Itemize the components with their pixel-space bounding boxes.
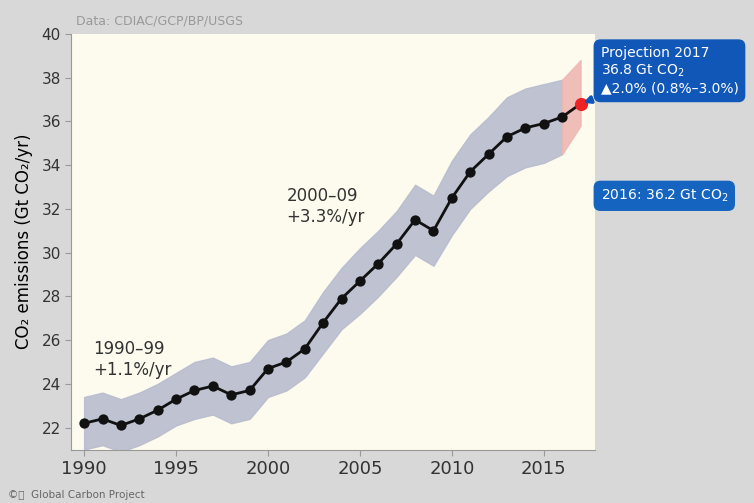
- Point: [446, 194, 458, 202]
- Text: ©ⓘ  Global Carbon Project: ©ⓘ Global Carbon Project: [8, 490, 144, 500]
- Point: [115, 422, 127, 430]
- Point: [244, 386, 256, 394]
- Point: [501, 133, 513, 141]
- Point: [225, 391, 238, 399]
- Point: [483, 150, 495, 158]
- Text: Data: CDIAC/GCP/BP/USGS: Data: CDIAC/GCP/BP/USGS: [76, 15, 244, 28]
- Point: [372, 260, 385, 268]
- Point: [317, 318, 329, 326]
- Point: [78, 419, 90, 427]
- Point: [133, 415, 146, 423]
- Point: [262, 365, 274, 373]
- Point: [409, 216, 421, 224]
- Point: [354, 277, 366, 285]
- Point: [336, 295, 348, 303]
- Point: [152, 406, 164, 414]
- Point: [170, 395, 182, 403]
- Point: [520, 124, 532, 132]
- Text: 2000–09
+3.3%/yr: 2000–09 +3.3%/yr: [287, 187, 365, 226]
- Point: [575, 100, 587, 108]
- Point: [556, 113, 569, 121]
- Text: 2016: 36.2 Gt CO$_2$: 2016: 36.2 Gt CO$_2$: [600, 188, 728, 204]
- Point: [97, 415, 109, 423]
- Point: [538, 120, 550, 128]
- Point: [428, 227, 440, 235]
- Point: [391, 240, 403, 248]
- Point: [299, 345, 311, 353]
- Text: Projection 2017
36.8 Gt CO$_2$
▲2.0% (0.8%–3.0%): Projection 2017 36.8 Gt CO$_2$ ▲2.0% (0.…: [587, 46, 738, 102]
- Y-axis label: CO₂ emissions (Gt CO₂/yr): CO₂ emissions (Gt CO₂/yr): [15, 134, 33, 350]
- Point: [280, 358, 293, 366]
- Point: [207, 382, 219, 390]
- Point: [188, 386, 201, 394]
- Text: 1990–99
+1.1%/yr: 1990–99 +1.1%/yr: [93, 340, 172, 379]
- Point: [464, 167, 477, 176]
